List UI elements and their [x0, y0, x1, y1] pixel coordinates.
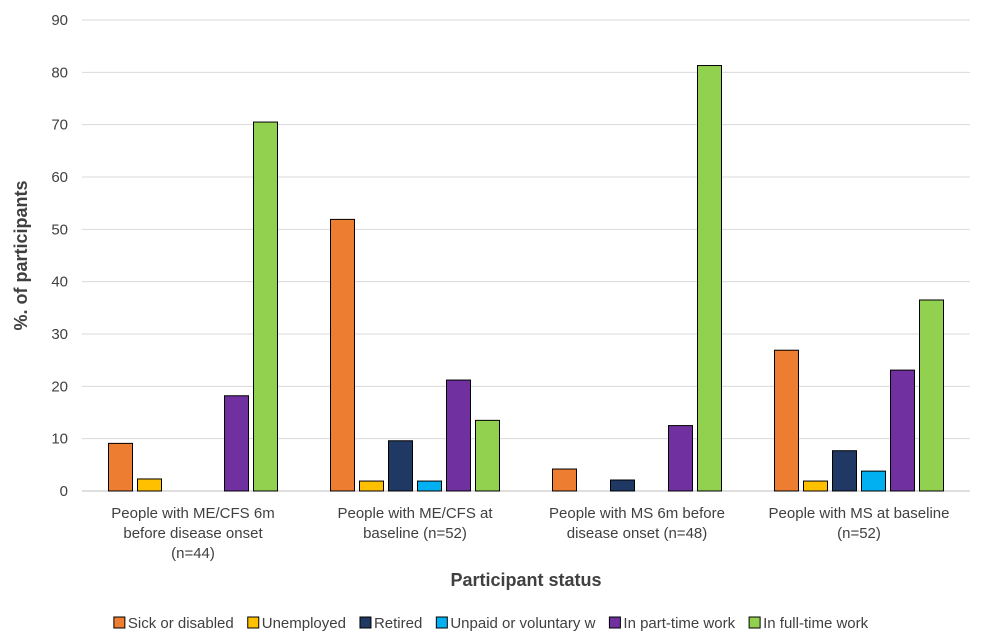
y-tick-label: 70 [51, 117, 68, 134]
legend-label: Unpaid or voluntary w [450, 615, 595, 632]
y-tick-label: 30 [51, 326, 68, 343]
y-tick-label: 40 [51, 274, 68, 291]
bar [253, 121, 278, 492]
legend-label: In full-time work [763, 615, 869, 632]
y-tick-label: 80 [51, 64, 68, 81]
legend-swatch [435, 616, 448, 629]
legend-label: In part-time work [623, 615, 735, 632]
x-category-label: People with MS at baseline (n=52) [769, 505, 950, 542]
bar [774, 349, 799, 492]
bar [330, 218, 355, 492]
legend-swatch [608, 616, 621, 629]
legend-label: Sick or disabled [128, 615, 234, 632]
bar [417, 480, 442, 492]
bar [832, 450, 857, 492]
bar [890, 369, 915, 492]
bar [446, 379, 471, 492]
legend-swatch [359, 616, 372, 629]
legend-label: Unemployed [262, 615, 346, 632]
bar [610, 479, 635, 492]
legend: Sick or disabled Unemployed Retired Unpaid … [113, 615, 869, 632]
x-axis-title: Participant status [450, 570, 601, 590]
bar [861, 470, 886, 492]
y-axis-title: %. of participants [11, 180, 31, 330]
bar [552, 468, 577, 492]
bar [919, 299, 944, 492]
bar [475, 419, 500, 492]
bar [359, 480, 384, 492]
y-tick-label: 50 [51, 221, 68, 238]
x-category-label: People with MS 6m before disease onset (n… [549, 505, 725, 542]
x-category-label: People with ME/CFS at baseline (n=52) [337, 505, 493, 542]
y-tick-label: 20 [51, 378, 68, 395]
bar [697, 65, 722, 492]
y-tick-label: 60 [51, 169, 68, 186]
bar [388, 440, 413, 492]
legend-swatch [748, 616, 761, 629]
y-tick-label: 90 [51, 12, 68, 29]
bar [803, 480, 828, 492]
y-axis-ticks: 0 10 20 30 40 50 60 70 80 90 [51, 12, 68, 500]
y-tick-label: 0 [60, 483, 68, 500]
y-tick-label: 10 [51, 431, 68, 448]
x-category-label: People with ME/CFS 6m before disease onse… [111, 505, 274, 562]
legend-swatch [113, 616, 126, 629]
legend-swatch [247, 616, 260, 629]
bar [668, 425, 693, 492]
bar [137, 478, 162, 492]
bar [108, 442, 133, 492]
legend-label: Retired [374, 615, 422, 632]
x-axis-categories: People with ME/CFS 6m before disease onse… [111, 505, 949, 562]
bars [108, 65, 944, 492]
bar [224, 395, 249, 492]
gridlines [82, 19, 970, 492]
